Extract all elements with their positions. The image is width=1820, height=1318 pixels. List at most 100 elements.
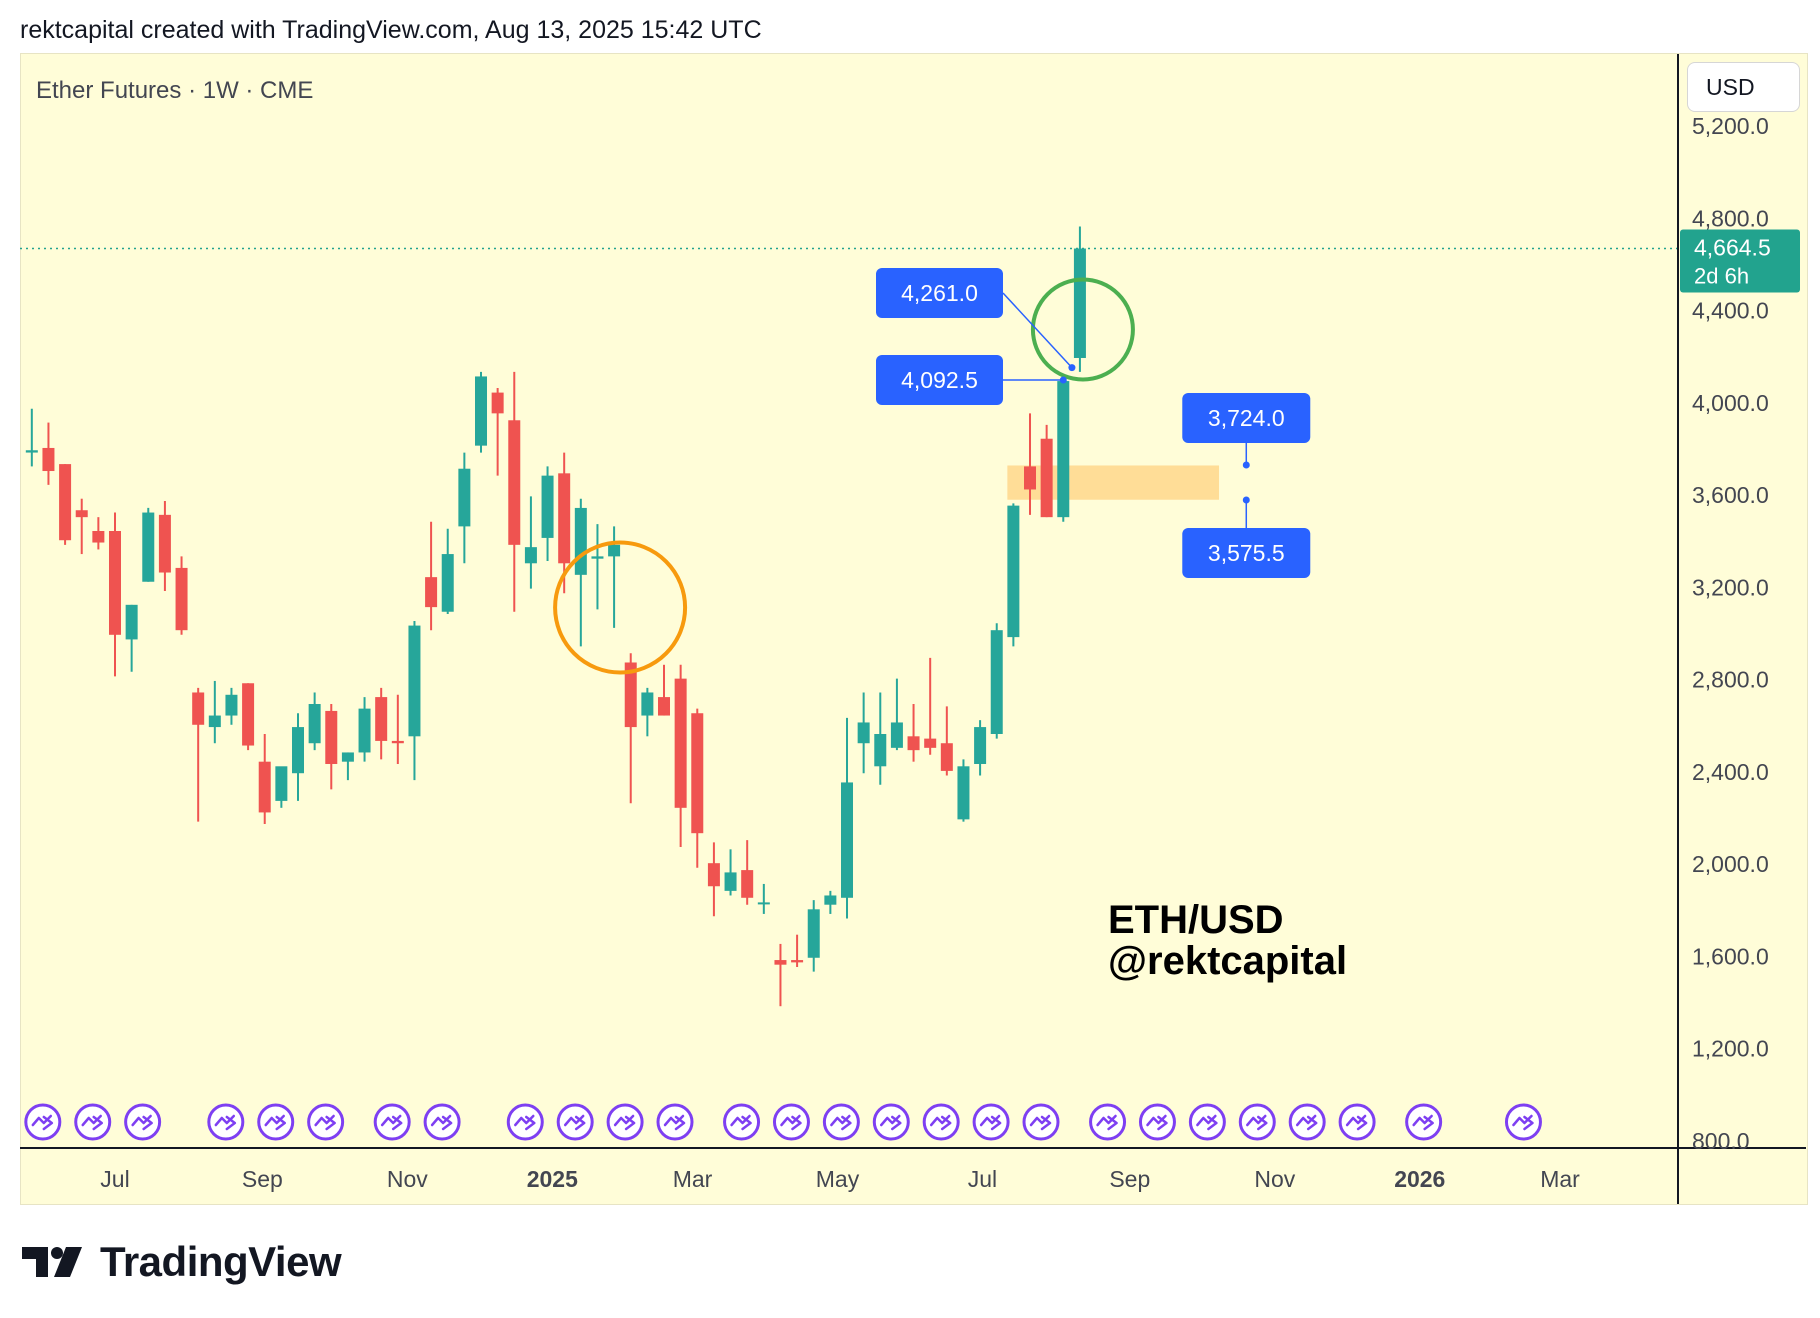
candle-body	[674, 678, 687, 808]
event-marker-icon[interactable]	[506, 1103, 544, 1141]
event-marker-chevron	[275, 1115, 286, 1131]
y-tick-label: 3,200.0	[1692, 574, 1769, 600]
candle-up	[225, 687, 238, 725]
event-marker-icon[interactable]	[1288, 1103, 1326, 1141]
range-label-bottom: 3,575.5	[1182, 528, 1311, 578]
event-marker-chevron	[1157, 1115, 1168, 1131]
event-marker-icon[interactable]	[772, 1103, 810, 1141]
price-label-connector	[1002, 292, 1073, 369]
candle-down	[907, 704, 920, 762]
candle-down	[242, 683, 255, 751]
event-marker-chevron	[1257, 1115, 1268, 1131]
event-marker-icon[interactable]	[24, 1103, 62, 1141]
candle-body	[325, 710, 338, 764]
symbol-title[interactable]: Ether Futures · 1W · CME	[36, 77, 313, 104]
event-marker-icon[interactable]	[556, 1103, 594, 1141]
candle-up	[275, 766, 288, 808]
candle-body	[608, 544, 621, 557]
event-marker-chevron	[990, 1115, 1002, 1131]
event-marker-chevron	[674, 1115, 686, 1131]
event-marker-chevron	[391, 1115, 403, 1131]
price-label-anchor	[1059, 376, 1067, 384]
candle-down	[924, 657, 937, 755]
x-tick-label: Mar	[673, 1166, 713, 1192]
range-anchor-top	[1242, 461, 1250, 469]
candle-up	[142, 507, 155, 582]
candle-down	[258, 734, 271, 824]
candle-down	[624, 653, 637, 804]
candle-body	[624, 662, 637, 728]
event-marker-chevron	[891, 1115, 902, 1131]
candle-body	[824, 895, 837, 905]
event-marker-icon[interactable]	[1238, 1103, 1276, 1141]
candle-body	[508, 420, 521, 545]
candle-body	[957, 766, 970, 820]
candle-down	[109, 512, 121, 677]
event-marker-icon[interactable]	[307, 1103, 345, 1141]
candle-body	[25, 450, 38, 453]
candle-body	[425, 577, 438, 608]
event-marker-chevron	[624, 1115, 636, 1131]
candle-body	[924, 738, 937, 748]
candle-body	[974, 727, 987, 764]
event-marker-icon[interactable]	[606, 1103, 644, 1141]
event-marker-icon[interactable]	[373, 1103, 411, 1141]
event-marker-icon[interactable]	[207, 1103, 245, 1141]
candle-body	[658, 697, 671, 716]
candle-body	[541, 475, 554, 538]
event-marker-icon[interactable]	[1405, 1103, 1443, 1141]
chart-credit: rektcapital created with TradingView.com…	[20, 16, 762, 44]
currency-button[interactable]: USD	[1687, 62, 1800, 112]
y-tick-label: 4,400.0	[1692, 298, 1769, 324]
candle-body	[142, 512, 155, 582]
candle-up	[591, 524, 604, 610]
price-label-text: 4,092.5	[901, 367, 978, 393]
event-marker-icon[interactable]	[972, 1103, 1010, 1141]
candle-down	[1040, 424, 1053, 518]
x-tick-label: Sep	[1109, 1166, 1150, 1192]
event-marker-icon[interactable]	[872, 1103, 910, 1141]
event-marker-chevron	[441, 1115, 453, 1131]
candle-body	[125, 604, 138, 640]
candle-down	[508, 371, 521, 612]
candle-down	[558, 452, 571, 594]
event-marker-icon[interactable]	[1338, 1103, 1376, 1141]
last-price-tag: 4,664.5 2d 6h	[1680, 229, 1800, 293]
candle-body	[558, 473, 571, 564]
y-tick-label: 4,000.0	[1692, 390, 1769, 416]
event-marker-icon[interactable]	[74, 1103, 112, 1141]
event-marker-icon[interactable]	[124, 1103, 162, 1141]
candle-body	[242, 683, 255, 746]
event-marker-chevron	[1306, 1115, 1318, 1131]
event-marker-chevron	[841, 1115, 852, 1131]
event-marker-icon[interactable]	[423, 1103, 461, 1141]
candle-up	[957, 759, 970, 822]
candle-body	[192, 692, 205, 725]
price-label-4092: 4,092.5	[876, 355, 1003, 405]
event-marker-icon[interactable]	[257, 1103, 295, 1141]
event-marker-icon[interactable]	[822, 1103, 860, 1141]
event-marker-icon[interactable]	[723, 1103, 761, 1141]
event-marker-icon[interactable]	[922, 1103, 960, 1141]
event-marker-icon[interactable]	[1089, 1103, 1127, 1141]
candle-up	[974, 720, 987, 776]
candle-down	[1024, 413, 1037, 515]
candle-body	[391, 740, 404, 744]
event-marker-icon[interactable]	[1504, 1103, 1542, 1141]
event-marker-icon[interactable]	[656, 1103, 694, 1141]
candle-body	[524, 547, 537, 564]
event-marker-chevron	[1356, 1115, 1368, 1131]
tradingview-logo[interactable]: TradingView	[22, 1238, 342, 1286]
range-label-top: 3,724.0	[1182, 393, 1311, 443]
event-marker-chevron	[741, 1115, 752, 1131]
event-marker-icon[interactable]	[1188, 1103, 1226, 1141]
event-marker-icon[interactable]	[1022, 1103, 1060, 1141]
chart-frame	[20, 53, 1808, 1205]
candle-body	[292, 727, 305, 774]
event-marker-icon[interactable]	[1138, 1103, 1176, 1141]
tradingview-logo-icon	[22, 1247, 82, 1277]
candle-body	[990, 630, 1003, 734]
candle-up	[541, 466, 554, 561]
candle-up	[25, 408, 38, 467]
